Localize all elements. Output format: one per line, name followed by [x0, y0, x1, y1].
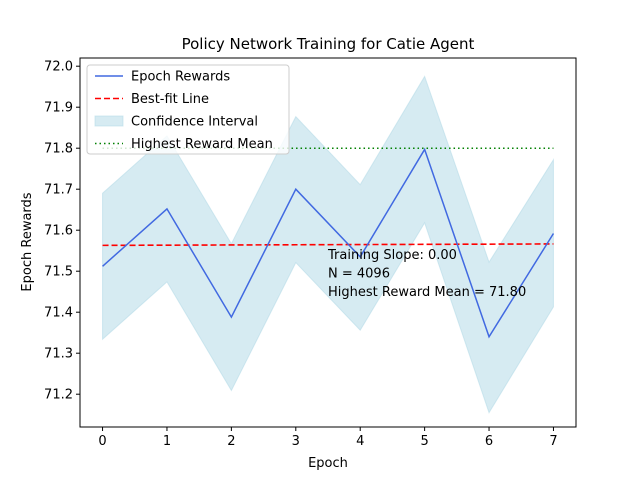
legend-frame — [86, 64, 290, 155]
x-tick-label: 0 — [98, 434, 106, 449]
legend-label: Best-fit Line — [131, 92, 209, 107]
y-tick-label: 71.8 — [44, 142, 73, 157]
x-tick-label: 1 — [163, 434, 171, 449]
y-tick-label: 71.2 — [44, 388, 73, 403]
x-tick-label: 7 — [549, 434, 557, 449]
x-tick-label: 6 — [485, 434, 493, 449]
y-tick-label: 71.6 — [44, 224, 73, 239]
legend-label: Highest Reward Mean — [131, 137, 273, 152]
best-fit-line — [102, 243, 554, 247]
epoch-rewards-line — [102, 147, 555, 339]
y-tick-label: 72.0 — [44, 60, 73, 75]
x-axis: 0 1 2 3 4 5 6 7 — [98, 427, 558, 449]
chart-title: Policy Network Training for Catie Agent — [182, 35, 475, 53]
legend-label: Confidence Interval — [131, 115, 258, 130]
legend-swatch — [94, 115, 124, 127]
x-tick-label: 5 — [420, 434, 428, 449]
y-tick-label: 71.4 — [44, 306, 73, 321]
y-tick-label: 71.3 — [44, 347, 73, 362]
y-tick-label: 71.9 — [44, 101, 73, 116]
x-tick-label: 4 — [356, 434, 364, 449]
x-axis-title: Epoch — [308, 456, 348, 471]
legend: Epoch Rewards Best-fit Line Confidence Int… — [86, 64, 290, 155]
y-axis: 71.2 71.3 71.4 71.5 71.6 71.7 71.8 71.9 72.0 — [44, 60, 80, 403]
series-line-layer — [102, 147, 555, 339]
y-tick-label: 71.5 — [44, 265, 73, 280]
x-tick-label: 3 — [292, 434, 300, 449]
x-tick-label: 2 — [227, 434, 235, 449]
annotation-block: Training Slope: 0.00 N = 4096 Highest Rewa… — [327, 248, 526, 300]
y-tick-label: 71.7 — [44, 183, 73, 198]
annotation-line: Training Slope: 0.00 — [327, 248, 457, 263]
legend-label: Epoch Rewards — [131, 70, 230, 85]
y-axis-title: Epoch Rewards — [20, 192, 35, 291]
annotation-line: N = 4096 — [328, 266, 390, 281]
plot-frame — [79, 57, 577, 428]
annotation-line: Highest Reward Mean = 71.80 — [328, 285, 526, 300]
plot-area — [102, 75, 555, 414]
